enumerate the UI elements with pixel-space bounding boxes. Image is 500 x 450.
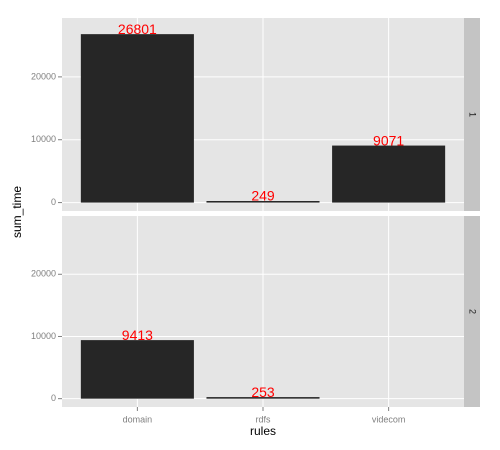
bar: [332, 145, 446, 203]
value-label: 249: [251, 188, 275, 204]
value-label: 253: [251, 384, 275, 400]
bar: [206, 201, 320, 203]
x-tick-label: rdfs: [255, 414, 271, 424]
bar: [80, 340, 194, 399]
y-tick-label: 20000: [31, 269, 56, 279]
bar: [80, 34, 194, 203]
y-tick-label: 0: [51, 197, 56, 207]
y-tick-label: 10000: [31, 331, 56, 341]
y-tick-label: 0: [51, 393, 56, 403]
value-label: 9071: [373, 132, 404, 148]
bar: [206, 397, 320, 399]
y-tick-label: 10000: [31, 134, 56, 144]
x-tick-label: videcom: [372, 414, 406, 424]
facet-strip-label: 2: [468, 309, 478, 314]
facet-strip: [464, 216, 480, 407]
x-axis-title: rules: [250, 424, 276, 438]
y-axis-title: sum_time: [10, 186, 24, 238]
facet-strip-label: 1: [468, 112, 478, 117]
value-label: 9413: [122, 327, 153, 343]
y-tick-label: 20000: [31, 71, 56, 81]
x-tick-label: domain: [123, 414, 153, 424]
facet-strip: [464, 18, 480, 211]
value-label: 26801: [118, 21, 157, 37]
